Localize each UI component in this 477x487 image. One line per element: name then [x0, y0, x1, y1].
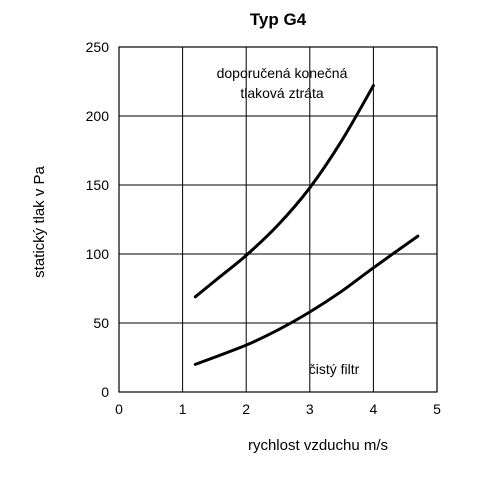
y-tick-label: 50 — [93, 315, 109, 331]
x-tick-label: 2 — [242, 401, 250, 417]
x-tick-label: 3 — [306, 401, 314, 417]
y-tick-labels: 0 50 100 150 200 250 — [86, 39, 110, 400]
series-annotation: doporučená konečná — [217, 65, 348, 81]
y-axis-label: statický tlak v Pa — [31, 165, 48, 277]
y-tick-label: 200 — [86, 108, 110, 124]
x-tick-label: 1 — [179, 401, 187, 417]
plot-frame — [118, 46, 438, 393]
series-line-recommended-final — [193, 84, 375, 299]
y-tick-label: 0 — [101, 384, 109, 400]
y-tick-label: 150 — [86, 177, 110, 193]
x-axis-label: rychlost vzduchu m/s — [248, 437, 388, 454]
series-line-clean-filter — [193, 234, 420, 366]
y-tick-label: 100 — [86, 246, 110, 262]
series-annotation: čistý filtr — [309, 361, 360, 377]
annotations: doporučená konečná tlaková ztráta čistý fi… — [217, 65, 360, 377]
grid — [119, 47, 437, 392]
chart-title: Typ G4 — [250, 10, 307, 29]
x-tick-labels: 0 1 2 3 4 5 — [115, 401, 441, 417]
series-layer — [193, 84, 420, 366]
x-tick-label: 4 — [370, 401, 378, 417]
y-tick-label: 250 — [86, 39, 110, 55]
series-annotation: tlaková ztráta — [240, 85, 323, 101]
x-tick-label: 5 — [433, 401, 441, 417]
x-tick-label: 0 — [115, 401, 123, 417]
